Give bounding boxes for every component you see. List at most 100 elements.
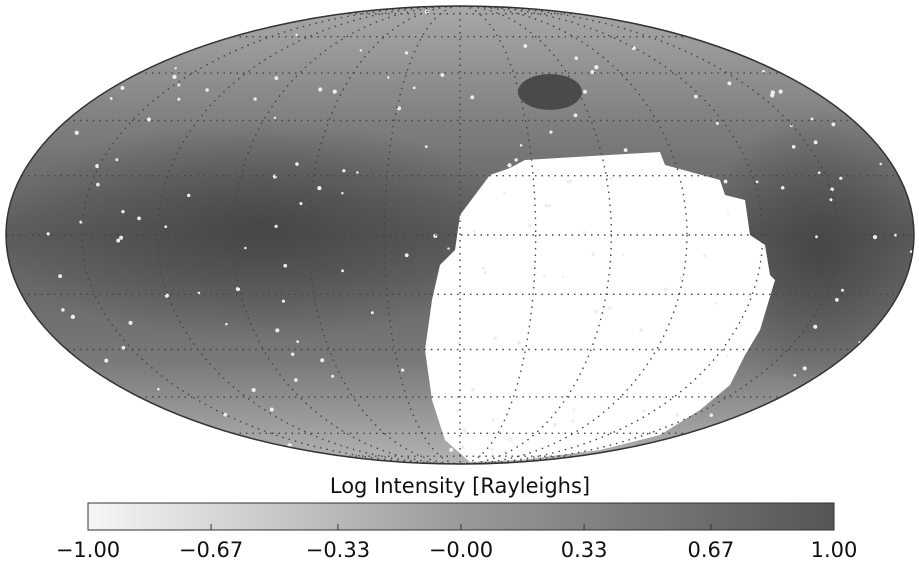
star	[342, 169, 346, 173]
star	[283, 263, 288, 268]
star	[813, 140, 818, 145]
star	[642, 409, 647, 413]
star	[470, 387, 476, 392]
star	[872, 235, 878, 240]
star	[187, 193, 191, 198]
star	[663, 287, 668, 292]
star	[879, 162, 882, 166]
star	[573, 113, 578, 118]
colorbar-label: Log Intensity [Rayleighs]	[330, 474, 590, 498]
star	[295, 162, 299, 166]
star	[359, 49, 363, 52]
star	[594, 65, 599, 70]
star	[715, 121, 719, 125]
star	[317, 186, 322, 191]
star	[714, 302, 718, 305]
star	[294, 378, 298, 382]
star	[514, 158, 518, 162]
star	[574, 56, 579, 60]
star	[470, 95, 475, 100]
star	[829, 198, 833, 202]
star	[404, 253, 409, 258]
star	[172, 74, 177, 80]
star	[813, 324, 818, 329]
star	[508, 437, 513, 442]
star	[295, 33, 298, 37]
star	[839, 176, 843, 180]
star	[694, 94, 698, 99]
star	[356, 171, 359, 174]
star	[791, 144, 796, 149]
star	[679, 276, 684, 280]
star	[594, 309, 599, 314]
star	[104, 358, 109, 363]
star	[225, 322, 228, 326]
star	[542, 274, 546, 278]
star	[483, 270, 487, 275]
star	[481, 266, 486, 270]
star	[547, 204, 551, 208]
graticule	[6, 6, 914, 464]
star	[274, 76, 279, 81]
star	[96, 182, 100, 187]
star	[831, 122, 836, 127]
star	[503, 192, 506, 195]
star	[269, 407, 274, 412]
star	[553, 422, 557, 427]
star	[341, 192, 344, 195]
star	[61, 308, 65, 312]
star	[424, 145, 428, 148]
star	[447, 247, 450, 250]
star	[440, 73, 445, 77]
colorbar-tick-label: −0.67	[179, 538, 243, 562]
star	[723, 179, 728, 184]
star	[582, 230, 587, 235]
star	[491, 418, 495, 422]
star	[177, 83, 181, 87]
star	[793, 373, 797, 377]
star	[251, 387, 256, 393]
map-outline	[5, 5, 915, 465]
star	[205, 88, 209, 92]
star	[675, 412, 679, 417]
star	[523, 43, 528, 48]
star	[462, 428, 467, 433]
star	[115, 158, 119, 162]
star	[177, 97, 181, 101]
star	[623, 148, 628, 152]
star	[639, 328, 644, 332]
star	[332, 89, 337, 94]
star	[109, 97, 113, 100]
star	[591, 252, 596, 257]
star	[727, 81, 732, 86]
star	[157, 387, 160, 391]
star	[549, 130, 553, 134]
star	[121, 209, 125, 214]
star	[703, 253, 707, 258]
colorbar-tick-label: −0.00	[429, 538, 493, 562]
star	[607, 306, 612, 310]
star	[164, 225, 168, 229]
masked-region	[425, 152, 775, 462]
colorbar-tick-label: −1.00	[56, 538, 120, 562]
star	[609, 176, 613, 180]
star	[412, 86, 416, 90]
star	[46, 232, 50, 236]
star	[726, 212, 730, 215]
star	[58, 274, 63, 279]
star	[281, 299, 286, 303]
colorbar	[87, 502, 835, 531]
star	[174, 67, 177, 70]
star	[709, 413, 714, 417]
star	[70, 314, 76, 320]
star	[755, 180, 759, 184]
star	[404, 51, 409, 55]
star	[74, 130, 79, 135]
star	[527, 223, 532, 228]
star	[590, 70, 595, 74]
star	[275, 328, 280, 333]
meridian	[232, 6, 688, 464]
star	[582, 89, 587, 94]
star	[400, 368, 405, 372]
